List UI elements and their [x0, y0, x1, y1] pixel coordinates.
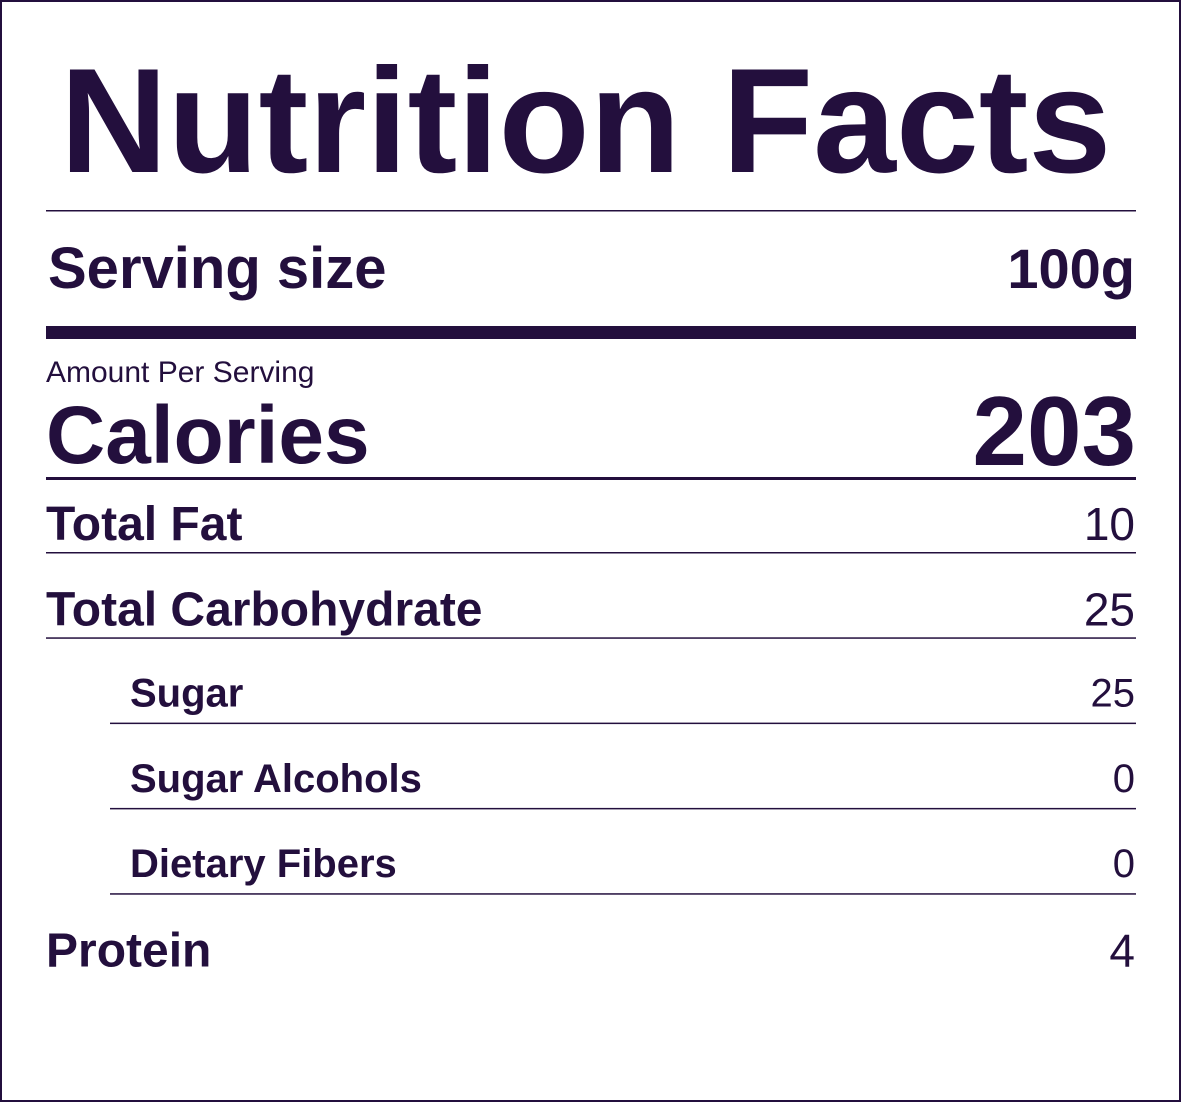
row-divider — [110, 807, 1136, 810]
row-divider — [110, 893, 1136, 895]
sub-nutrient-label: Sugar Alcohols — [130, 757, 422, 801]
nutrient-label: Protein — [46, 925, 211, 978]
sub-nutrient-value: 0 — [1113, 842, 1135, 886]
sub-nutrient-value: 0 — [1113, 757, 1135, 801]
row-divider — [46, 552, 1136, 554]
serving-value: 100g — [1007, 237, 1135, 300]
sub-nutrient-label: Sugar — [130, 672, 243, 716]
sub-nutrient-label: Dietary Fibers — [130, 842, 397, 886]
divider — [46, 210, 1136, 212]
title: Nutrition Facts — [60, 37, 1111, 204]
divider — [46, 477, 1136, 480]
nutrient-value: 4 — [1109, 925, 1135, 977]
calories-value: 203 — [972, 376, 1136, 486]
nutrient-label: Total Fat — [46, 498, 242, 551]
row-divider — [46, 637, 1136, 639]
calories-label: Calories — [46, 390, 370, 481]
nutrient-label: Total Carbohydrate — [46, 583, 483, 636]
sub-nutrient-value: 25 — [1091, 672, 1136, 716]
row-divider — [110, 722, 1136, 725]
nutrient-value: 25 — [1084, 583, 1135, 635]
thick-divider — [46, 326, 1136, 339]
amount-per-serving: Amount Per Serving — [46, 356, 314, 389]
serving-label: Serving size — [48, 236, 386, 301]
nutrient-value: 10 — [1084, 498, 1135, 550]
